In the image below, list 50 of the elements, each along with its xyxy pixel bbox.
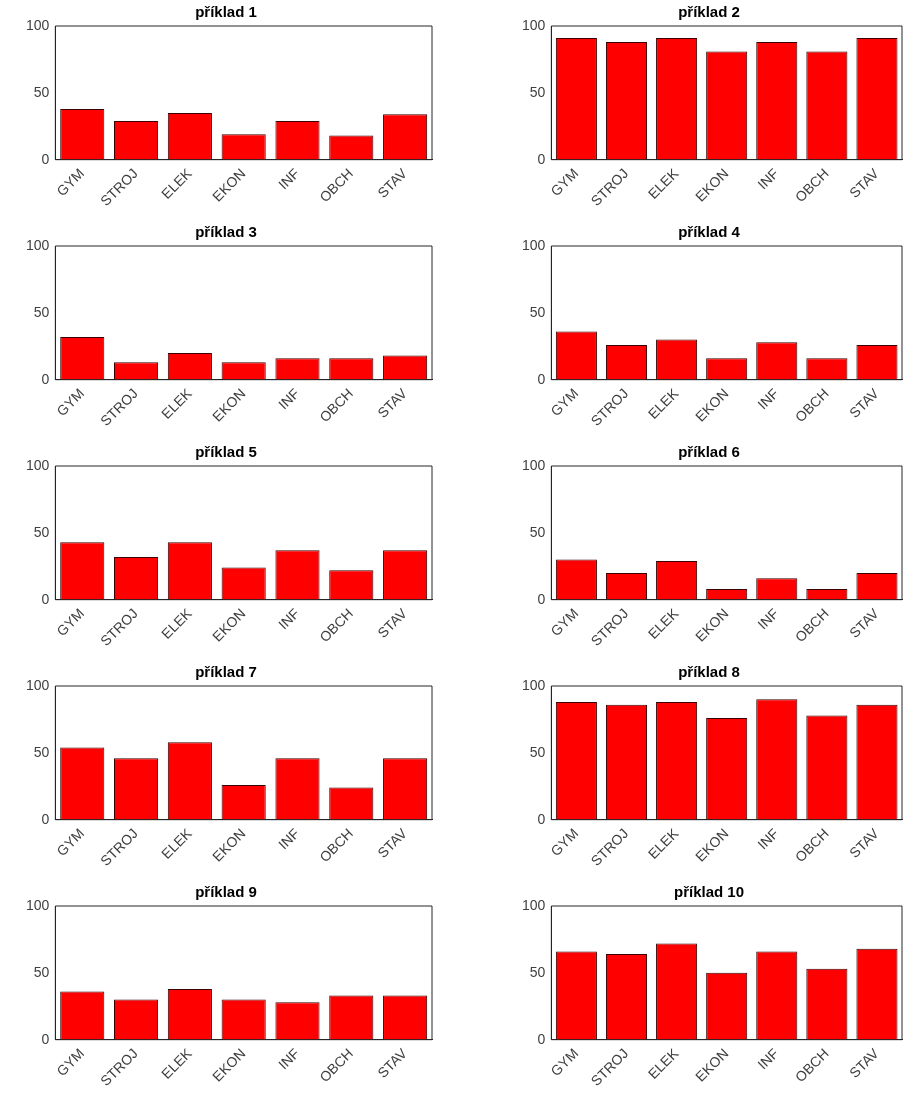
y-tick-label: 100 — [522, 896, 546, 913]
y-tick-label: 100 — [26, 16, 50, 33]
y-tick-label: 100 — [26, 896, 50, 913]
x-tick-label: INF — [754, 165, 782, 193]
y-tick-label: 0 — [537, 150, 546, 167]
y-tick-label: 100 — [522, 676, 546, 693]
x-tick-label: INF — [275, 165, 303, 193]
chart-title: příklad 4 — [678, 223, 741, 241]
chart-title: příklad 5 — [195, 443, 257, 461]
chart-title: příklad 9 — [195, 883, 257, 901]
y-tick-label: 0 — [41, 810, 50, 827]
y-tick-label: 0 — [41, 150, 50, 167]
y-tick-label: 50 — [529, 523, 546, 540]
y-tick-label: 50 — [529, 743, 546, 760]
y-tick-label: 100 — [522, 16, 546, 33]
y-tick-label: 0 — [41, 1030, 50, 1047]
y-tick-label: 0 — [537, 810, 546, 827]
x-tick-label: INF — [275, 1045, 303, 1073]
y-tick-label: 50 — [33, 303, 50, 320]
y-tick-label: 0 — [537, 1030, 546, 1047]
y-tick-label: 50 — [529, 83, 546, 100]
y-tick-label: 50 — [33, 743, 50, 760]
chart-title: příklad 3 — [195, 223, 257, 241]
chart-title: příklad 7 — [195, 663, 257, 681]
y-tick-label: 100 — [522, 456, 546, 473]
y-tick-label: 50 — [33, 523, 50, 540]
chart-title: příklad 10 — [673, 883, 745, 901]
x-tick-label: INF — [754, 385, 782, 413]
y-tick-label: 0 — [41, 370, 50, 387]
chart-title: příklad 6 — [678, 443, 740, 461]
y-tick-label: 100 — [26, 676, 50, 693]
y-tick-label: 100 — [522, 236, 546, 253]
chart-title: příklad 8 — [678, 663, 740, 681]
y-tick-label: 50 — [33, 963, 50, 980]
chart-title: příklad 1 — [195, 3, 257, 21]
y-tick-label: 50 — [33, 83, 50, 100]
y-tick-label: 100 — [26, 456, 50, 473]
y-tick-label: 0 — [41, 590, 50, 607]
y-tick-label: 50 — [529, 303, 546, 320]
x-tick-label: INF — [275, 385, 303, 413]
x-tick-label: INF — [275, 825, 303, 853]
x-tick-label: INF — [754, 1045, 782, 1073]
chart-title: příklad 2 — [678, 3, 740, 21]
y-tick-label: 0 — [537, 370, 546, 387]
x-tick-label: INF — [754, 605, 782, 633]
x-tick-label: INF — [754, 825, 782, 853]
y-tick-label: 100 — [26, 236, 50, 253]
x-tick-label: INF — [275, 605, 303, 633]
y-tick-label: 0 — [537, 590, 546, 607]
y-tick-label: 50 — [529, 963, 546, 980]
